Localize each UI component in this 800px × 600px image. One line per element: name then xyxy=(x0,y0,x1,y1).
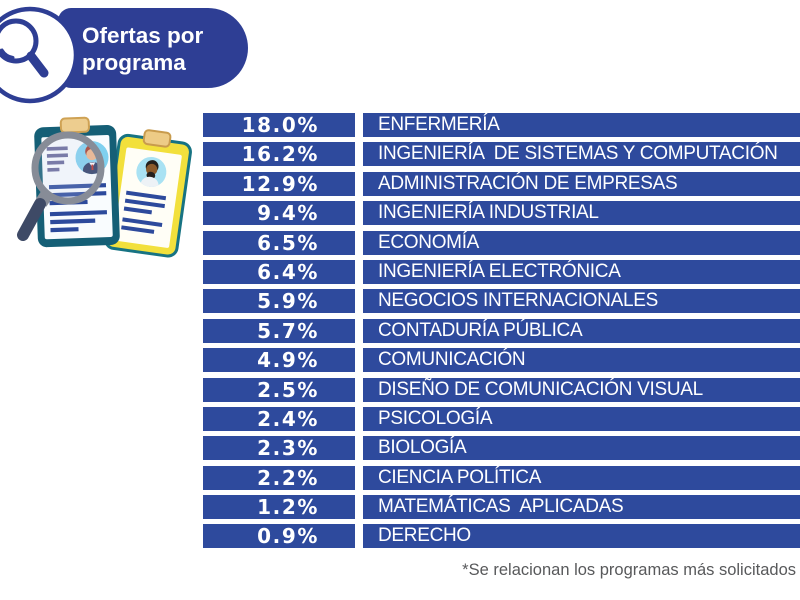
badge-circle xyxy=(0,6,79,104)
row-value: 2.3% xyxy=(203,436,355,461)
column-divider xyxy=(355,201,363,226)
table-row: 2.4% PSICOLOGÍA xyxy=(203,406,800,431)
column-divider xyxy=(355,113,363,137)
column-divider xyxy=(355,318,363,343)
row-program: ECONOMÍA xyxy=(363,230,800,255)
column-divider xyxy=(355,436,363,461)
magnifier-icon xyxy=(0,18,49,78)
table-row: 2.3% BIOLOGÍA xyxy=(203,436,800,461)
row-program: CIENCIA POLÍTICA xyxy=(363,465,800,490)
table-row: 6.5% ECONOMÍA xyxy=(203,230,800,255)
column-divider xyxy=(355,230,363,255)
table-row: 5.7% CONTADURÍA PÚBLICA xyxy=(203,318,800,343)
column-divider xyxy=(355,465,363,490)
table-row: 18.0% ENFERMERÍA xyxy=(203,113,800,137)
table-row: 5.9% NEGOCIOS INTERNACIONALES xyxy=(203,289,800,314)
row-program: PSICOLOGÍA xyxy=(363,406,800,431)
row-value: 18.0% xyxy=(203,113,355,137)
badge-title-line2: programa xyxy=(82,50,186,75)
row-program: MATEMÁTICAS APLICADAS xyxy=(363,495,800,520)
row-program: COMUNICACIÓN xyxy=(363,348,800,373)
table-row: 12.9% ADMINISTRACIÓN DE EMPRESAS xyxy=(203,171,800,196)
row-program: CONTADURÍA PÚBLICA xyxy=(363,318,800,343)
header-badge: Ofertas por programa xyxy=(0,6,248,104)
table-row: 16.2% INGENIERÍA DE SISTEMAS Y COMPUTACI… xyxy=(203,142,800,167)
row-value: 2.4% xyxy=(203,406,355,431)
row-value: 12.9% xyxy=(203,171,355,196)
table-row: 1.2% MATEMÁTICAS APLICADAS xyxy=(203,495,800,520)
row-value: 5.9% xyxy=(203,289,355,314)
row-value: 0.9% xyxy=(203,524,355,549)
row-value: 1.2% xyxy=(203,495,355,520)
column-divider xyxy=(355,495,363,520)
row-value: 4.9% xyxy=(203,348,355,373)
column-divider xyxy=(355,348,363,373)
resume-lines-short xyxy=(46,146,68,172)
column-divider xyxy=(355,406,363,431)
row-value: 5.7% xyxy=(203,318,355,343)
row-value: 9.4% xyxy=(203,201,355,226)
table-row: 4.9% COMUNICACIÓN xyxy=(203,348,800,373)
row-program: BIOLOGÍA xyxy=(363,436,800,461)
row-program: INGENIERÍA ELECTRÓNICA xyxy=(363,259,800,284)
column-divider xyxy=(355,142,363,167)
row-program: INGENIERÍA DE SISTEMAS Y COMPUTACIÓN xyxy=(363,142,800,167)
row-program: INGENIERÍA INDUSTRIAL xyxy=(363,201,800,226)
row-program: ENFERMERÍA xyxy=(363,113,800,137)
footnote: *Se relacionan los programas más solicit… xyxy=(462,561,796,579)
row-program: DERECHO xyxy=(363,524,800,549)
program-table: 18.0% ENFERMERÍA 16.2% INGENIERÍA DE SIS… xyxy=(203,113,800,554)
row-value: 2.2% xyxy=(203,465,355,490)
column-divider xyxy=(355,377,363,402)
resume-lines-back xyxy=(121,190,167,234)
badge-title-line1: Ofertas por xyxy=(82,23,204,48)
table-row: 9.4% INGENIERÍA INDUSTRIAL xyxy=(203,201,800,226)
row-program: ADMINISTRACIÓN DE EMPRESAS xyxy=(363,171,800,196)
badge-pill xyxy=(58,8,248,88)
avatar-front xyxy=(82,144,102,175)
row-program: DISEÑO DE COMUNICACIÓN VISUAL xyxy=(363,377,800,402)
row-value: 2.5% xyxy=(203,377,355,402)
column-divider xyxy=(355,524,363,549)
row-value: 6.4% xyxy=(203,259,355,284)
resumes-illustration xyxy=(17,116,192,258)
table-row: 0.9% DERECHO xyxy=(203,524,800,549)
row-value: 6.5% xyxy=(203,230,355,255)
back-clipboard xyxy=(104,129,192,258)
table-row: 2.5% DISEÑO DE COMUNICACIÓN VISUAL xyxy=(203,377,800,402)
illustration-magnifier-icon xyxy=(17,131,105,241)
column-divider xyxy=(355,171,363,196)
table-row: 2.2% CIENCIA POLÍTICA xyxy=(203,465,800,490)
column-divider xyxy=(355,259,363,284)
row-program: NEGOCIOS INTERNACIONALES xyxy=(363,289,800,314)
row-value: 16.2% xyxy=(203,142,355,167)
table-row: 6.4% INGENIERÍA ELECTRÓNICA xyxy=(203,259,800,284)
column-divider xyxy=(355,289,363,314)
